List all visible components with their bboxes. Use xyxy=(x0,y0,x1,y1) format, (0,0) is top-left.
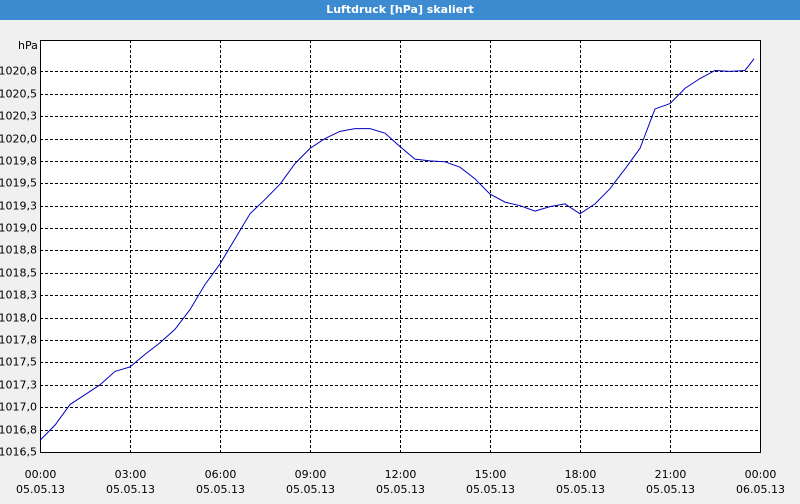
data-line xyxy=(39,58,755,441)
x-tick-date: 05.05.13 xyxy=(16,483,65,496)
y-tick-label: 1018,5 xyxy=(0,267,37,280)
y-tick-label: 1016,5 xyxy=(0,446,37,459)
x-tick-date: 05.05.13 xyxy=(466,483,515,496)
x-tick-date: 05.05.13 xyxy=(646,483,695,496)
y-tick-label: 1020,8 xyxy=(0,65,37,78)
title-bar xyxy=(0,0,800,20)
x-tick-date: 05.05.13 xyxy=(376,483,425,496)
y-tick-label: 1020,5 xyxy=(0,88,37,101)
x-tick-label: 03:00 xyxy=(115,468,147,481)
y-tick-label: 1020,3 xyxy=(0,110,37,123)
y-tick-label: 1018,0 xyxy=(0,312,37,325)
x-tick-label: 12:00 xyxy=(385,468,417,481)
y-tick-label: 1018,3 xyxy=(0,289,37,302)
y-tick-label: 1019,0 xyxy=(0,222,37,235)
y-tick-label: 1018,8 xyxy=(0,244,37,257)
x-tick-label: 15:00 xyxy=(475,468,507,481)
y-tick-label: 1019,8 xyxy=(0,155,37,168)
y-tick-label: 1017,5 xyxy=(0,356,37,369)
y-tick-label: 1016,8 xyxy=(0,424,37,437)
y-tick-label: 1017,3 xyxy=(0,379,37,392)
y-tick-label: 1017,0 xyxy=(0,401,37,414)
x-tick-label: 09:00 xyxy=(295,468,327,481)
x-tick-date: 05.05.13 xyxy=(286,483,335,496)
x-tick-label: 21:00 xyxy=(655,468,687,481)
chart-title: Luftdruck [hPa] skaliert xyxy=(326,3,474,16)
y-tick-label: 1017,8 xyxy=(0,334,37,347)
x-tick-label: 18:00 xyxy=(565,468,597,481)
x-tick-date: 05.05.13 xyxy=(106,483,155,496)
x-tick-label: 00:00 xyxy=(25,468,57,481)
x-tick-date: 06.05.13 xyxy=(736,483,785,496)
y-axis-unit: hPa xyxy=(18,39,38,52)
y-tick-label: 1020,0 xyxy=(0,133,37,146)
x-tick-date: 05.05.13 xyxy=(196,483,245,496)
x-tick-label: 00:00 xyxy=(745,468,777,481)
plot-frame xyxy=(40,40,761,453)
x-tick-date: 05.05.13 xyxy=(556,483,605,496)
x-tick-label: 06:00 xyxy=(205,468,237,481)
y-tick-label: 1019,5 xyxy=(0,177,37,190)
y-tick-label: 1019,3 xyxy=(0,200,37,213)
